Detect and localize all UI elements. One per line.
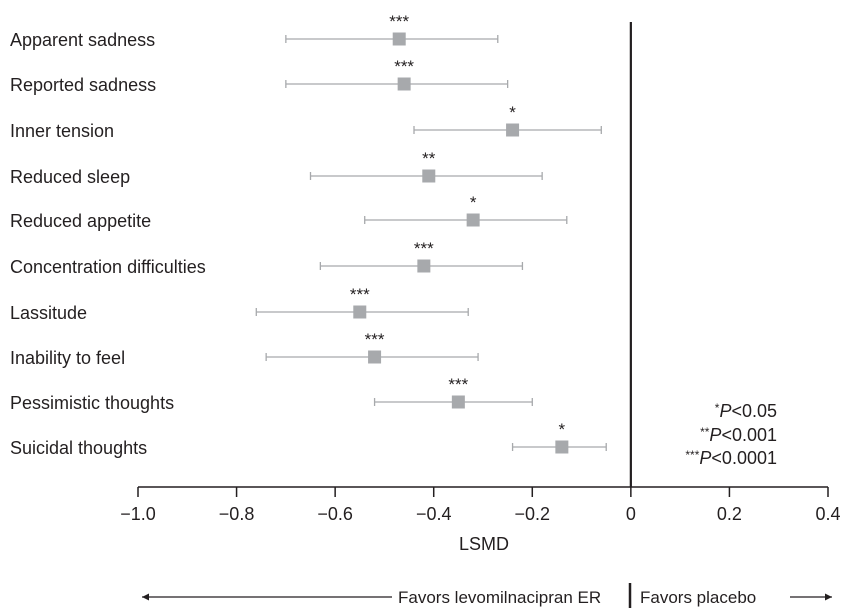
legend-p: P (699, 448, 711, 468)
significance-stars: * (509, 103, 516, 122)
row-label: Pessimistic thoughts (10, 393, 174, 413)
point-estimate-marker (368, 350, 382, 364)
legend-entry: ***P<0.0001 (685, 448, 777, 468)
significance-stars: *** (389, 12, 409, 31)
forest-row: Suicidal thoughts * (10, 420, 607, 458)
forest-row: Reduced sleep ** (10, 149, 543, 187)
significance-stars: *** (365, 330, 385, 349)
legend-entry: **P<0.001 (700, 425, 777, 445)
rows-layer: Apparent sadness***Reported sadness***In… (10, 12, 607, 458)
legend-threshold: <0.0001 (711, 448, 777, 468)
point-estimate-marker (392, 32, 406, 46)
row-label: Apparent sadness (10, 30, 155, 50)
x-tick-label: 0.2 (717, 504, 742, 524)
point-estimate-marker (466, 213, 480, 227)
significance-legend: *P<0.05**P<0.001***P<0.0001 (685, 401, 777, 468)
significance-stars: ** (422, 149, 436, 168)
favors-left-label: Favors levomilnacipran ER (398, 588, 601, 607)
legend-threshold: <0.05 (731, 401, 777, 421)
significance-stars: * (470, 193, 477, 212)
row-label: Reported sadness (10, 75, 156, 95)
point-estimate-marker (353, 305, 367, 319)
forest-row: Pessimistic thoughts *** (10, 375, 533, 413)
x-tick-label: −0.6 (317, 504, 353, 524)
x-tick-label: −0.4 (416, 504, 452, 524)
x-tick-label: 0 (626, 504, 636, 524)
significance-stars: *** (414, 239, 434, 258)
row-label: Inner tension (10, 121, 114, 141)
legend-entry: *P<0.05 (715, 401, 777, 421)
x-tick-label: −0.8 (219, 504, 255, 524)
significance-stars: *** (394, 57, 414, 76)
forest-row: Lassitude *** (10, 285, 469, 323)
favors-right-arrowhead-icon (825, 593, 832, 601)
significance-stars: *** (350, 285, 370, 304)
row-label: Suicidal thoughts (10, 438, 147, 458)
legend-threshold: <0.001 (721, 425, 777, 445)
significance-stars: * (559, 420, 566, 439)
forest-row: Apparent sadness *** (10, 12, 499, 50)
x-tick-label: −1.0 (120, 504, 156, 524)
point-estimate-marker (506, 123, 520, 137)
favors-right-label: Favors placebo (640, 588, 756, 607)
legend-p: P (719, 401, 731, 421)
row-label: Reduced sleep (10, 167, 130, 187)
row-label: Concentration difficulties (10, 257, 206, 277)
row-label: Lassitude (10, 303, 87, 323)
favors-left-arrowhead-icon (142, 593, 149, 601)
forest-row: Inner tension * (10, 103, 602, 141)
legend-stars: *** (685, 448, 699, 462)
row-label: Reduced appetite (10, 211, 151, 231)
point-estimate-marker (422, 169, 436, 183)
x-axis: −1.0 −0.8 −0.6 −0.4 −0.2 0 0.2 0.4 (120, 486, 841, 524)
row-label: Inability to feel (10, 348, 125, 368)
legend-stars: * (715, 401, 720, 415)
point-estimate-marker (397, 77, 411, 91)
legend-p: P (709, 425, 721, 445)
forest-row: Reported sadness *** (10, 57, 509, 95)
forest-row: Reduced appetite * (10, 193, 568, 231)
forest-row: Concentration difficulties *** (10, 239, 524, 277)
x-tick-label: −0.2 (515, 504, 551, 524)
significance-stars: *** (448, 375, 468, 394)
x-tick-label: 0.4 (815, 504, 840, 524)
point-estimate-marker (555, 440, 569, 454)
legend-stars: ** (700, 425, 710, 439)
point-estimate-marker (451, 395, 465, 409)
forest-row: Inability to feel *** (10, 330, 479, 368)
point-estimate-marker (417, 259, 431, 273)
favors-annotation: Favors levomilnacipran ER Favors placebo (142, 583, 832, 608)
x-axis-label: LSMD (459, 534, 509, 554)
